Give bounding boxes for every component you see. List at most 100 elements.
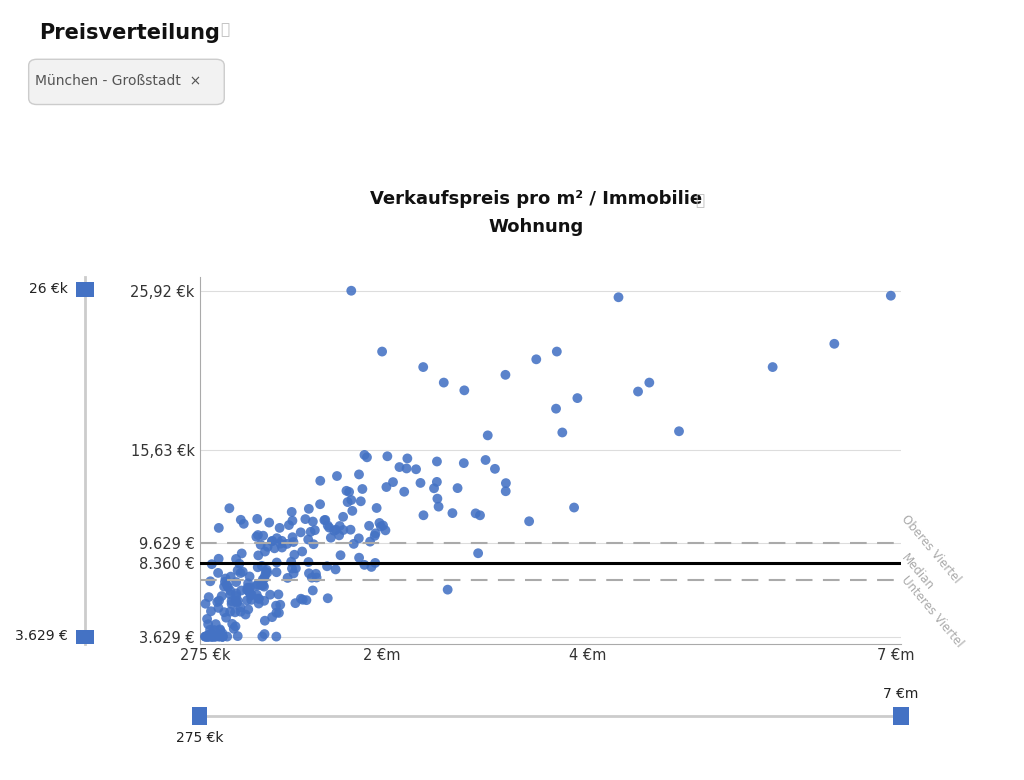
Point (227, 620, 244, 633)
Point (268, 566, 285, 579)
Point (479, 429, 496, 441)
Point (227, 595, 244, 608)
Point (256, 573, 272, 585)
Point (210, 630, 226, 643)
Point (223, 597, 240, 610)
Point (304, 584, 321, 597)
Point (426, 482, 442, 495)
Point (369, 502, 385, 514)
Point (281, 519, 297, 531)
Point (207, 630, 223, 643)
Point (238, 608, 254, 621)
Point (284, 505, 300, 518)
Point (826, 338, 843, 350)
Point (415, 361, 431, 374)
Point (201, 630, 217, 643)
Point (318, 560, 335, 573)
Point (240, 603, 256, 615)
Point (343, 494, 359, 506)
Point (255, 579, 271, 591)
Point (240, 581, 256, 594)
Point (272, 598, 289, 611)
Point (250, 529, 266, 541)
Point (204, 558, 220, 570)
Point (229, 630, 246, 643)
Point (456, 384, 472, 396)
Point (285, 515, 301, 527)
Point (391, 461, 408, 473)
Text: Unteres Viertel: Unteres Viertel (898, 573, 966, 650)
Point (302, 526, 318, 538)
Point (351, 468, 368, 480)
Point (548, 402, 564, 415)
Point (317, 514, 334, 526)
Point (207, 630, 223, 643)
Point (345, 537, 361, 550)
Point (209, 596, 225, 608)
Point (472, 509, 488, 522)
Point (220, 581, 237, 594)
Point (210, 601, 226, 614)
Point (200, 630, 216, 643)
Point (379, 450, 395, 463)
Point (883, 289, 899, 302)
Text: ⓘ: ⓘ (695, 193, 705, 208)
Point (244, 588, 260, 601)
Point (250, 561, 266, 573)
Point (272, 537, 289, 550)
Point (225, 622, 242, 635)
Point (241, 585, 257, 597)
Point (199, 613, 215, 626)
Point (396, 485, 413, 498)
Point (212, 624, 228, 636)
Point (338, 484, 354, 497)
Text: ⓘ: ⓘ (220, 22, 229, 37)
Point (295, 594, 311, 606)
Point (205, 630, 221, 643)
Point (257, 545, 273, 558)
Point (254, 559, 270, 572)
Point (569, 392, 586, 404)
Point (249, 512, 265, 525)
Text: Median: Median (898, 551, 936, 593)
Point (197, 630, 213, 643)
Point (201, 630, 217, 643)
Point (222, 605, 239, 618)
Point (232, 601, 249, 614)
Point (214, 627, 230, 640)
Point (211, 594, 227, 607)
Point (305, 516, 322, 528)
Text: Oberes Viertel: Oberes Viertel (898, 512, 963, 586)
Point (257, 615, 273, 627)
Point (398, 463, 415, 475)
Point (218, 612, 234, 624)
Point (498, 477, 514, 489)
Point (200, 629, 216, 641)
Point (198, 630, 214, 643)
Point (228, 597, 245, 609)
Point (215, 630, 231, 643)
Point (270, 607, 287, 619)
Point (498, 369, 514, 381)
Point (375, 519, 391, 532)
Point (242, 586, 258, 598)
Point (361, 535, 378, 548)
Point (352, 495, 369, 508)
Point (239, 594, 255, 607)
Point (255, 530, 271, 542)
Point (312, 474, 329, 487)
Point (408, 463, 424, 476)
Point (273, 534, 290, 547)
Point (298, 594, 314, 606)
Point (429, 492, 445, 505)
Point (232, 513, 249, 526)
Point (429, 476, 445, 488)
Point (255, 573, 271, 586)
Point (251, 597, 267, 610)
Point (223, 595, 240, 608)
Point (287, 597, 303, 609)
Point (264, 611, 281, 623)
Point (206, 630, 222, 643)
Point (258, 564, 274, 576)
Point (251, 592, 267, 604)
